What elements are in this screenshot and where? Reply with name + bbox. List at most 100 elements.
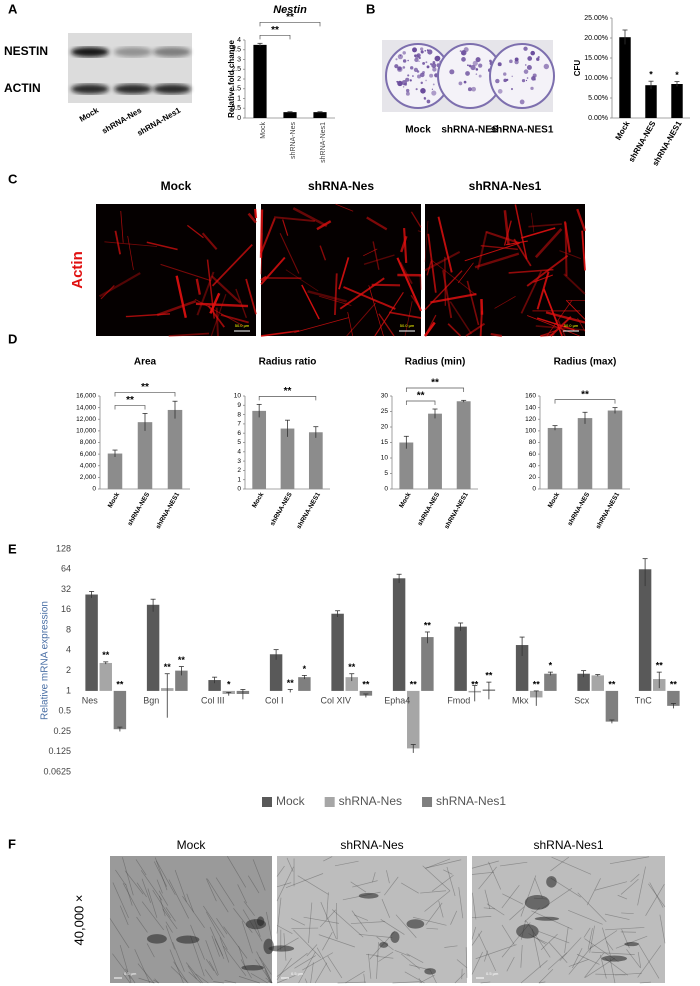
colony: [475, 73, 478, 75]
fibril: [153, 861, 168, 887]
fibril: [115, 869, 126, 886]
x-tick-label: Mock: [614, 119, 632, 142]
fibril: [376, 942, 379, 979]
colony: [527, 56, 533, 61]
fibril: [323, 856, 333, 862]
fibril: [169, 949, 184, 984]
chart-title: Area: [134, 357, 157, 368]
bar: [167, 409, 183, 489]
fibril: [209, 926, 224, 956]
y-tick-label: 60: [529, 451, 537, 458]
actin-fiber: [426, 260, 432, 276]
fibril: [401, 882, 419, 894]
significance: *: [675, 70, 679, 80]
y-tick-label: 2: [66, 665, 71, 675]
fibril: [327, 955, 343, 979]
fibril: [337, 981, 366, 984]
actin-fiber: [247, 212, 257, 224]
bracket-label: **: [417, 391, 425, 402]
colony: [489, 59, 492, 63]
bar: [331, 613, 344, 691]
actin-fiber: [447, 323, 462, 337]
y-tick-label: 128: [56, 543, 71, 553]
fibril: [182, 895, 205, 929]
colony: [407, 59, 409, 62]
fibril: [250, 973, 268, 984]
fibril: [501, 924, 515, 946]
y-tick-label: 14,000: [76, 404, 96, 411]
fibril: [637, 942, 660, 979]
blot-row-label: NESTIN: [4, 44, 48, 58]
fibril: [506, 956, 515, 972]
actin-fiber: [457, 262, 474, 284]
fibril: [471, 871, 494, 875]
fibril: [214, 938, 225, 960]
colony: [530, 86, 534, 91]
fibril: [109, 918, 130, 949]
fibril: [304, 978, 308, 984]
actin-fiber: [301, 284, 320, 320]
fibril: [577, 892, 607, 922]
significance: *: [303, 664, 307, 674]
fibril: [538, 981, 546, 984]
bar: [407, 690, 420, 749]
actin-fiber: [400, 235, 408, 253]
actin-fiber: [346, 302, 376, 337]
colony: [402, 51, 406, 55]
fibril: [216, 917, 228, 935]
fibril: [173, 961, 188, 983]
fibril: [219, 937, 230, 963]
fibril: [478, 933, 497, 972]
x-tick-label: Mock: [260, 122, 267, 139]
fibril: [165, 925, 175, 950]
actin-fiber: [540, 329, 557, 337]
actin-fiber: [430, 293, 477, 304]
bracket: [405, 400, 436, 406]
y-tick-label: 30: [381, 393, 389, 400]
y-tick-label: 1.5: [231, 86, 241, 93]
micrograph: [261, 204, 421, 336]
fibril: [125, 883, 133, 906]
actin-fiber: [577, 317, 586, 332]
x-tick-label: Col XIV: [320, 695, 351, 705]
actin-fiber: [424, 314, 437, 337]
organelle: [358, 892, 379, 899]
micrograph: [96, 204, 256, 336]
actin-fiber: [292, 207, 328, 228]
colony: [395, 58, 398, 61]
actin-fiber: [480, 245, 518, 250]
fibril: [384, 876, 399, 896]
fibril: [321, 932, 333, 951]
scale-bar-label: 0.5 µm: [486, 971, 499, 976]
colony: [526, 65, 532, 70]
actin-fiber: [127, 235, 134, 270]
colony: [429, 62, 433, 66]
fibril: [137, 963, 155, 984]
significance: **: [164, 662, 172, 672]
x-tick-label: Mock: [251, 491, 266, 509]
significance: **: [608, 679, 616, 689]
y-axis-label: Relative mRNA expression: [40, 601, 51, 720]
colony: [405, 91, 410, 96]
significance: **: [656, 661, 664, 671]
significance: **: [102, 650, 110, 660]
y-tick-label: 15: [381, 439, 389, 446]
fibril: [237, 884, 248, 904]
blot-row-label: ACTIN: [4, 81, 41, 95]
colony: [410, 66, 414, 70]
fibril: [276, 865, 285, 877]
fibril: [146, 943, 155, 958]
colony: [425, 79, 427, 82]
bar: [638, 569, 652, 691]
y-tick-label: 7: [237, 421, 241, 428]
fibril: [540, 933, 558, 950]
colony: [525, 64, 527, 66]
fibril: [483, 907, 496, 910]
blot-band: [114, 47, 152, 57]
fibril: [314, 962, 328, 984]
fibril: [380, 919, 405, 935]
actin-fiber: [508, 268, 554, 274]
organelle: [424, 968, 436, 975]
fibril: [119, 944, 132, 984]
